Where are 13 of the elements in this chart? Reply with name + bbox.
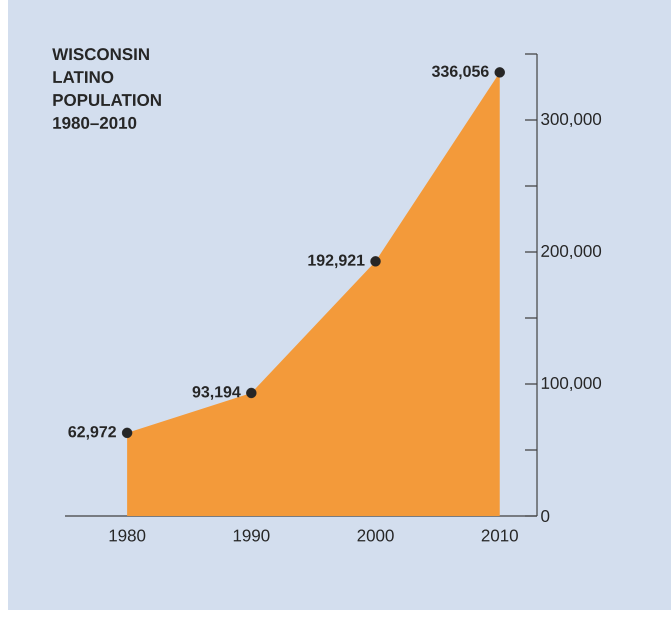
data-label: 192,921: [308, 254, 365, 268]
y-tick-label: 100,000: [542, 376, 602, 391]
data-label: 336,056: [432, 66, 489, 80]
data-label: 62,972: [68, 426, 116, 440]
x-tick-label: 2000: [358, 530, 394, 542]
y-tick-label: 200,000: [541, 244, 602, 259]
y-tick-label: 300,000: [541, 112, 602, 127]
y-tick-label: 0: [541, 510, 550, 522]
x-tick-label: 1990: [234, 530, 270, 542]
x-tick-label: 2010: [482, 530, 518, 542]
text: WISCONSIN LATINO POPULATION 1980–2010: [52, 48, 161, 129]
data-label: 93,194: [192, 386, 241, 400]
x-tick-label: 1980: [110, 530, 146, 542]
